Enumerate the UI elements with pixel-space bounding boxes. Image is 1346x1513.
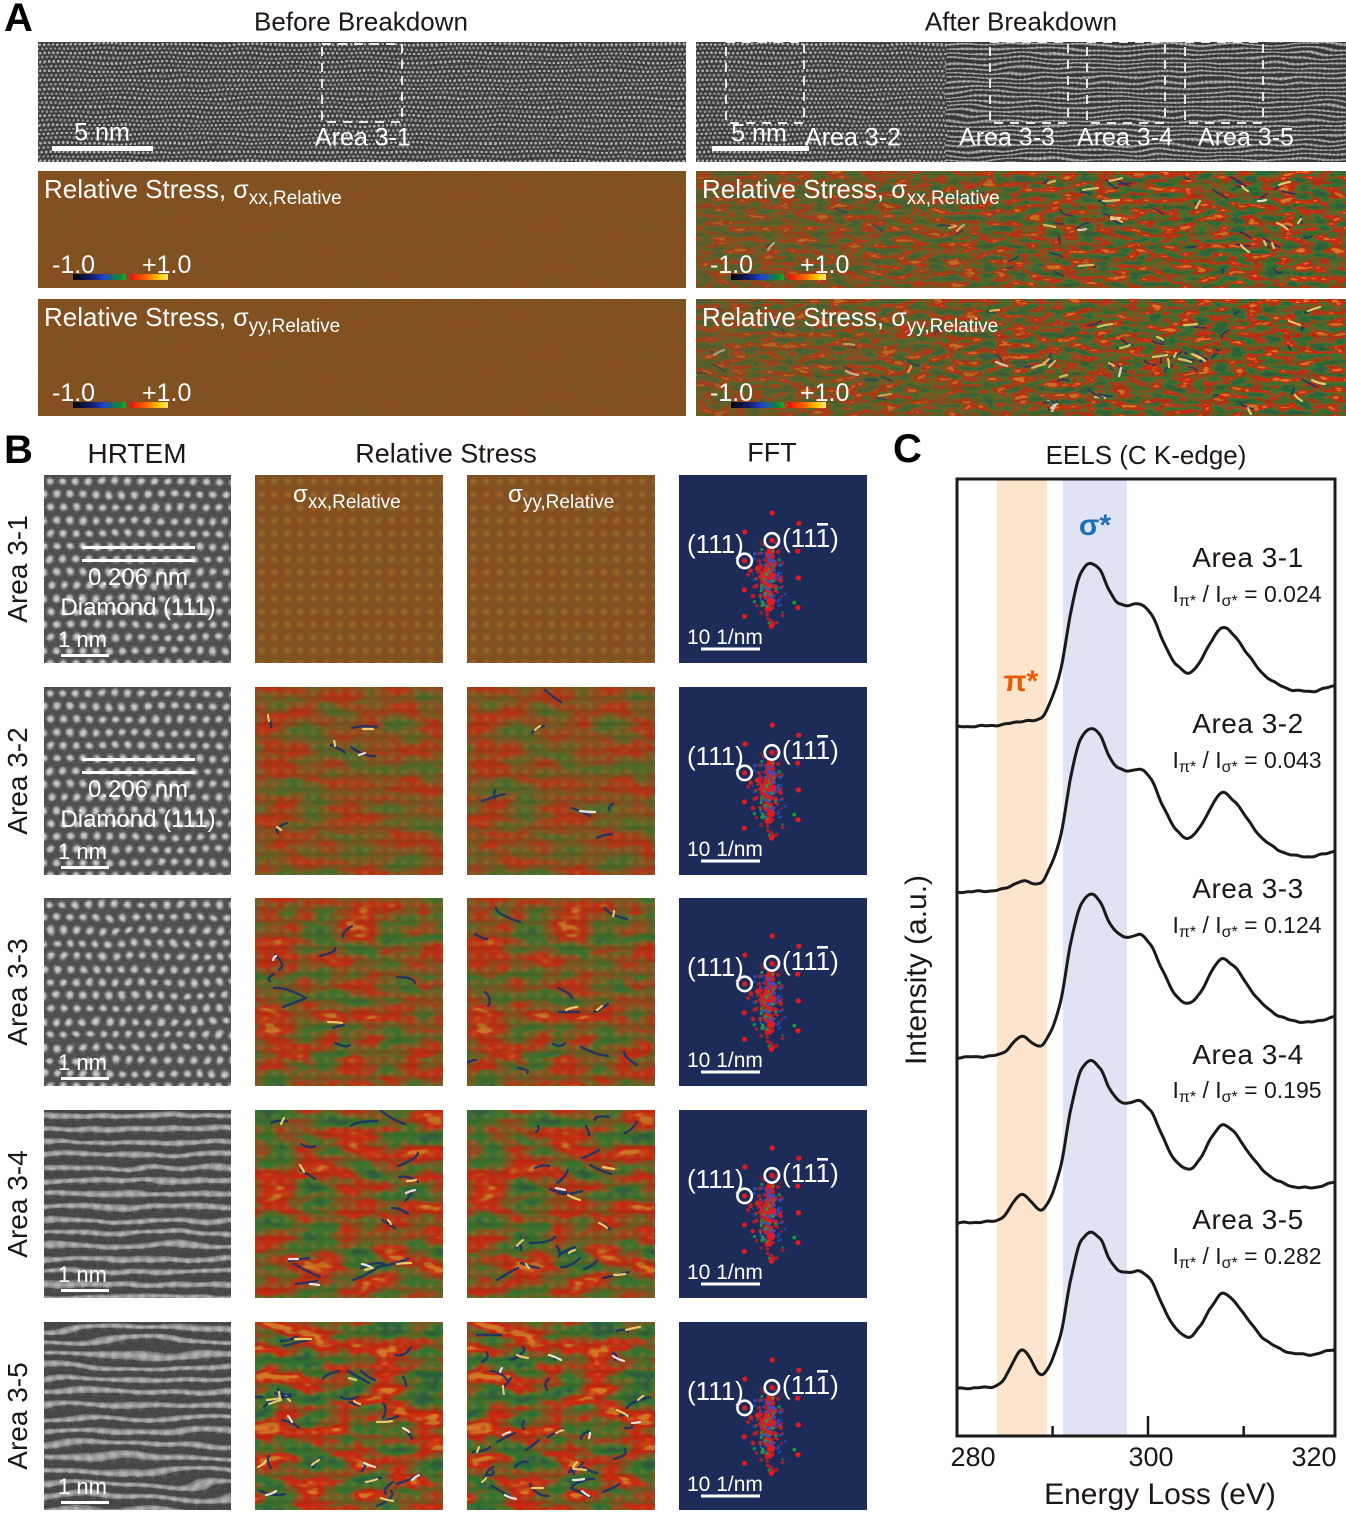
svg-text:σ*: σ* — [1079, 509, 1112, 542]
svg-text:Area 3-1: Area 3-1 — [1192, 542, 1303, 573]
svg-text:EELS (C K-edge): EELS (C K-edge) — [1046, 440, 1247, 470]
svg-text:280: 280 — [950, 1442, 995, 1472]
svg-text:300: 300 — [1128, 1442, 1173, 1472]
svg-text:Intensity (a.u.): Intensity (a.u.) — [900, 875, 933, 1065]
svg-text:π*: π* — [1004, 665, 1039, 698]
svg-text:Iπ* / Iσ* = 0.043: Iπ* / Iσ* = 0.043 — [1172, 747, 1321, 776]
svg-text:Iπ* / Iσ* = 0.195: Iπ* / Iσ* = 0.195 — [1172, 1077, 1321, 1106]
svg-text:Iπ* / Iσ* = 0.282: Iπ* / Iσ* = 0.282 — [1172, 1243, 1321, 1272]
svg-text:Area 3-2: Area 3-2 — [1192, 708, 1303, 739]
svg-text:Area 3-5: Area 3-5 — [1192, 1204, 1303, 1235]
svg-text:320: 320 — [1291, 1442, 1336, 1472]
svg-text:Iπ* / Iσ* = 0.024: Iπ* / Iσ* = 0.024 — [1172, 581, 1321, 610]
svg-text:Area 3-4: Area 3-4 — [1192, 1039, 1303, 1070]
svg-text:Energy Loss (eV): Energy Loss (eV) — [1044, 1478, 1276, 1511]
svg-text:Iπ* / Iσ* = 0.124: Iπ* / Iσ* = 0.124 — [1172, 912, 1321, 941]
svg-text:Area 3-3: Area 3-3 — [1192, 873, 1303, 904]
